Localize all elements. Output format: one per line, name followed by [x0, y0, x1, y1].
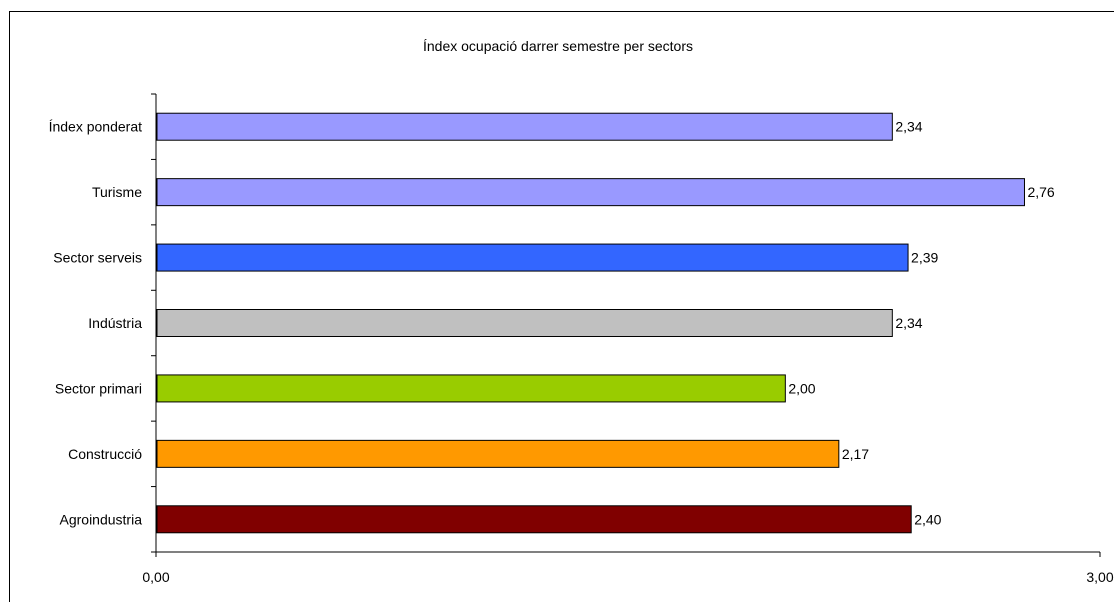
bar	[156, 374, 786, 403]
chart-frame	[9, 11, 1114, 602]
data-label: 2,34	[895, 119, 922, 135]
data-label: 2,39	[911, 250, 938, 266]
bar	[156, 505, 912, 534]
category-label: Indústria	[88, 315, 142, 331]
bar	[156, 439, 840, 468]
data-label: 2,34	[895, 315, 922, 331]
chart-title: Índex ocupació darrer semestre per secto…	[422, 38, 693, 54]
bar	[156, 112, 893, 141]
category-label: Agroindustria	[60, 511, 143, 527]
data-label: 2,76	[1027, 184, 1054, 200]
category-label: Sector primari	[55, 380, 142, 396]
category-label: Construcció	[68, 446, 142, 462]
data-label: 2,40	[914, 511, 941, 527]
x-tick-label: 3,00	[1086, 569, 1113, 585]
category-label: Índex ponderat	[49, 119, 143, 135]
category-label: Turisme	[92, 184, 142, 200]
bar	[156, 309, 893, 337]
bar	[156, 243, 909, 272]
data-label: 2,00	[788, 380, 815, 396]
category-label: Sector serveis	[53, 250, 142, 266]
x-tick-label: 0,00	[142, 569, 169, 585]
bar	[156, 178, 1025, 207]
data-label: 2,17	[842, 446, 869, 462]
